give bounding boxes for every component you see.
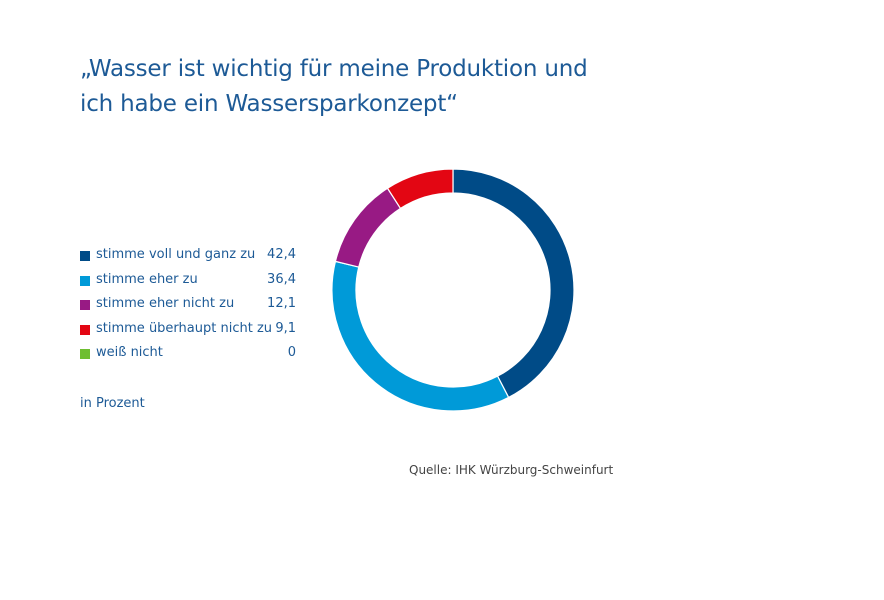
legend-swatch xyxy=(80,324,90,335)
source-note: Quelle: IHK Würzburg-Schweinfurt xyxy=(409,463,614,477)
chart-title-line-2: ich habe ein Wassersparkonzept“ xyxy=(80,91,458,117)
legend-swatch xyxy=(80,251,90,261)
legend-label: weiß nicht xyxy=(96,345,163,360)
legend-value: 42,4 xyxy=(267,247,296,262)
legend-item: stimme eher zu 36,4 xyxy=(80,271,302,296)
legend-swatch xyxy=(80,349,90,359)
legend-label: stimme überhaupt nicht zu xyxy=(96,320,273,336)
unit-note: in Prozent xyxy=(80,396,145,411)
legend-label: stimme eher nicht zu xyxy=(96,296,235,311)
donut-slice xyxy=(386,168,454,210)
legend-swatch xyxy=(80,275,90,286)
legend-value: 0 xyxy=(287,345,296,360)
donut-slice xyxy=(334,187,402,268)
legend-item: stimme überhaupt nicht zu 9,1 xyxy=(80,320,302,345)
donut-slice xyxy=(331,260,510,412)
chart-title-line-1: „Wasser ist wichtig für meine Produktion… xyxy=(80,56,588,82)
legend-label: stimme voll und ganz zu xyxy=(96,247,256,262)
legend-swatch xyxy=(80,300,90,310)
legend-item: stimme eher nicht zu 12,1 xyxy=(80,295,302,320)
legend-item: stimme voll und ganz zu 42,4 xyxy=(80,246,302,271)
legend-item: weiß nicht 0 xyxy=(80,344,302,369)
legend-value: 36,4 xyxy=(267,271,296,287)
legend-value: 9,1 xyxy=(275,320,296,336)
chart-title: „Wasser ist wichtig für meine Produktion… xyxy=(80,52,700,122)
legend: stimme voll und ganz zu 42,4 stimme eher… xyxy=(80,246,302,369)
legend-label: stimme eher zu xyxy=(96,271,198,287)
donut-slice xyxy=(452,168,575,399)
legend-value: 12,1 xyxy=(267,296,296,311)
